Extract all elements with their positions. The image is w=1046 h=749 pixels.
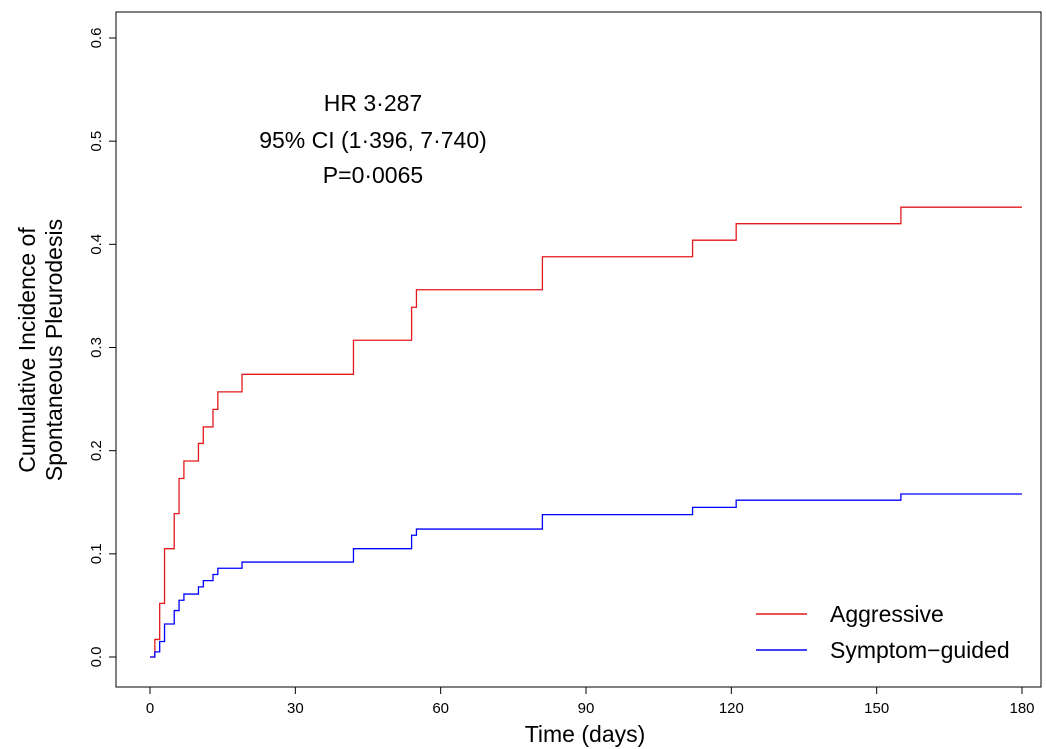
- plot-frame: [115, 11, 1042, 688]
- y-axis-title-line2: Spontaneous Pleurodesis: [41, 219, 67, 481]
- x-tick-label: 0: [146, 700, 154, 717]
- x-tick-label: 180: [1009, 700, 1034, 717]
- x-tick-label: 90: [578, 700, 595, 717]
- y-axis: 0.0 0.1 0.2 0.3 0.4 0.5 0.6: [88, 28, 117, 668]
- y-tick-label: 0.2: [88, 440, 105, 461]
- y-tick-label: 0.0: [88, 647, 105, 668]
- x-axis-title: Time (days): [525, 721, 646, 747]
- annotation: HR 3·287 95% CI (1·396, 7·740) P=0·0065: [259, 90, 487, 188]
- y-tick-label: 0.4: [88, 234, 105, 255]
- x-axis: 0 30 60 90 120 150 180: [146, 686, 1035, 717]
- legend: Aggressive Symptom−guided: [756, 601, 1010, 663]
- y-tick-label: 0.3: [88, 337, 105, 358]
- series-line-symptom-guided: [150, 493, 1022, 658]
- x-tick-label: 30: [287, 700, 304, 717]
- annotation-p: P=0·0065: [323, 162, 423, 188]
- series-layer: [150, 206, 1022, 658]
- y-axis-title-line1: Cumulative Incidence of: [14, 227, 40, 473]
- y-tick-label: 0.6: [88, 28, 105, 49]
- x-tick-label: 150: [864, 700, 889, 717]
- legend-label-symptom-guided: Symptom−guided: [830, 637, 1010, 663]
- x-tick-label: 120: [719, 700, 744, 717]
- y-tick-label: 0.1: [88, 543, 105, 564]
- x-tick-label: 60: [432, 700, 449, 717]
- series-line-aggressive: [150, 206, 1022, 658]
- y-tick-label: 0.5: [88, 131, 105, 152]
- legend-label-aggressive: Aggressive: [830, 601, 944, 627]
- annotation-ci: 95% CI (1·396, 7·740): [259, 127, 487, 153]
- annotation-hr: HR 3·287: [324, 90, 422, 116]
